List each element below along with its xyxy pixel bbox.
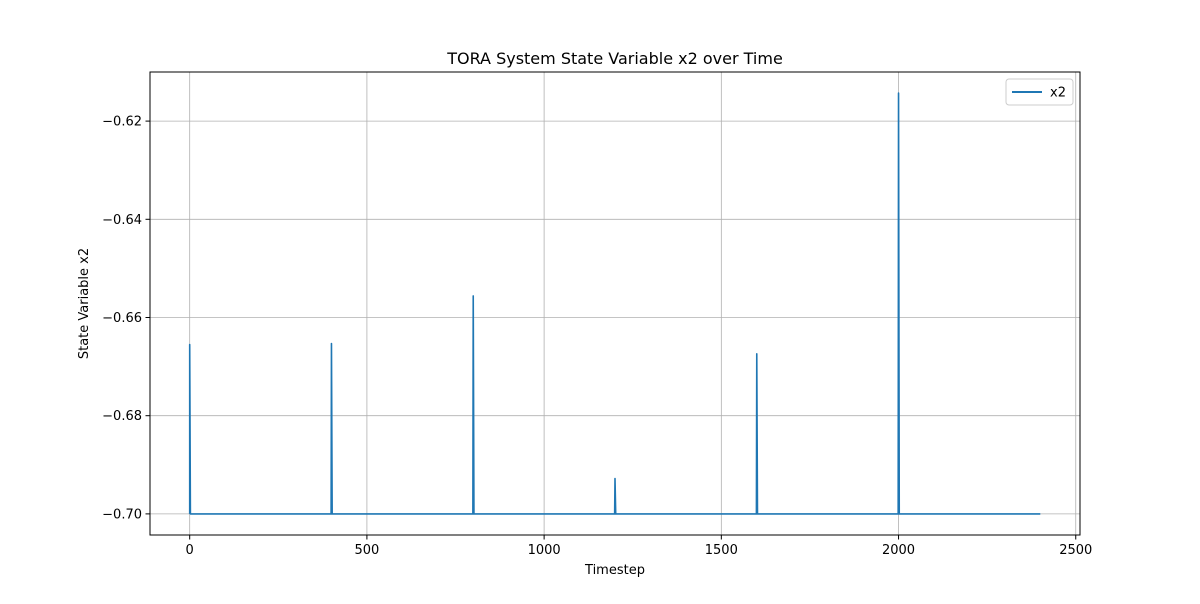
legend: x2	[1005, 78, 1074, 106]
legend-label-x2: x2	[1050, 86, 1066, 101]
x-tick-label: 2000	[882, 543, 915, 558]
y-axis-label: State Variable x2	[77, 248, 92, 359]
x-tick-label: 2500	[1059, 543, 1092, 558]
chart-title: TORA System State Variable x2 over Time	[446, 49, 783, 68]
axis-ticks: 0 500 1000 1500 2000 2500 −0.70 −0.68 −0.66 −0.64…	[102, 115, 1092, 558]
y-tick-label: −0.62	[102, 115, 142, 130]
x-axis-label: Timestep	[584, 563, 645, 578]
y-tick-label: −0.66	[102, 311, 142, 326]
plot-frame	[149, 71, 1081, 536]
y-tick-label: −0.70	[102, 507, 142, 522]
series-line-x2	[188, 92, 1041, 515]
x-tick-label: 1000	[528, 543, 561, 558]
x-tick-label: 0	[186, 543, 194, 558]
series-layer	[188, 92, 1041, 515]
y-tick-label: −0.68	[102, 409, 142, 424]
y-tick-label: −0.64	[102, 213, 142, 228]
x-tick-label: 1500	[705, 543, 738, 558]
x-tick-label: 500	[354, 543, 379, 558]
